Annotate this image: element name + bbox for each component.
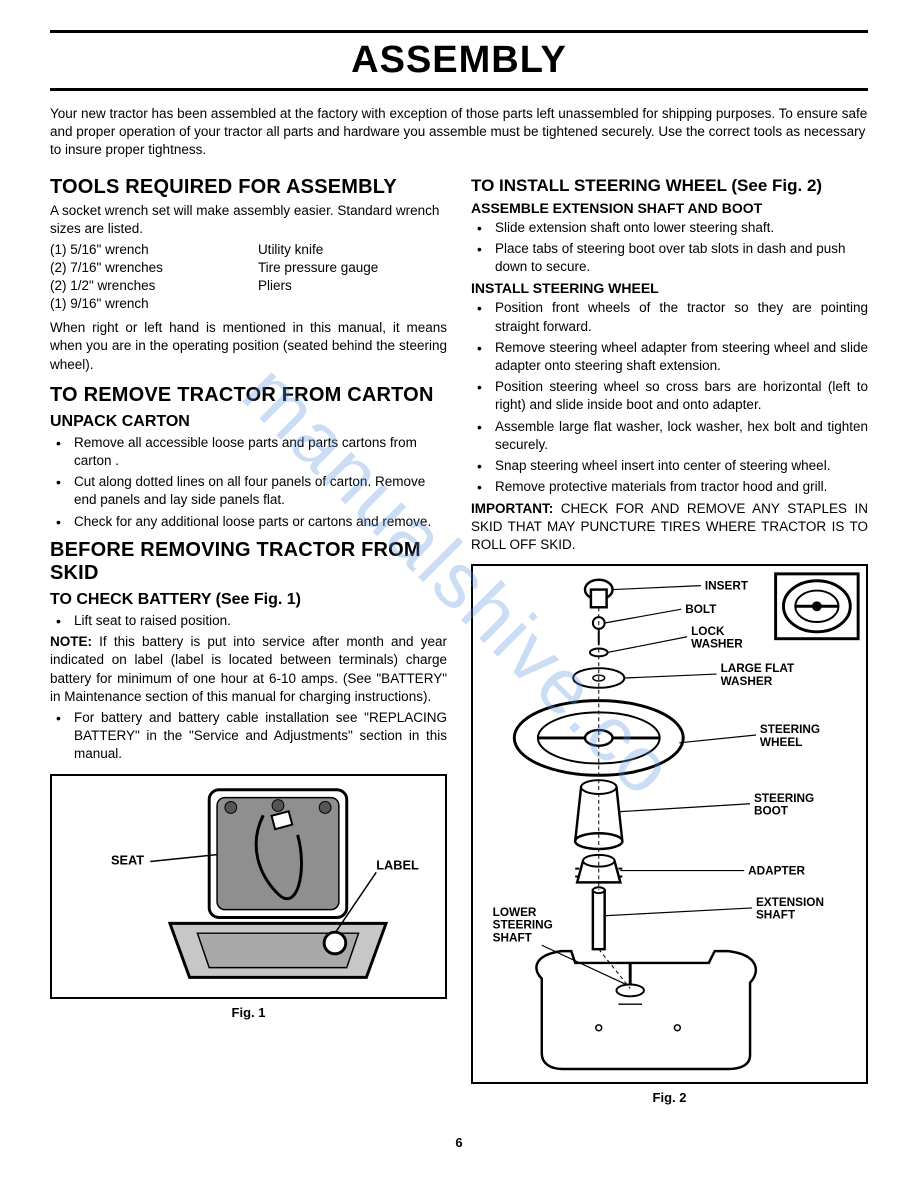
check-battery-list: Lift seat to raised position. (50, 612, 447, 630)
svg-text:LARGE FLAT: LARGE FLAT (721, 662, 795, 675)
right-column: TO INSTALL STEERING WHEEL (See Fig. 2) A… (471, 172, 868, 1105)
hand-note: When right or left hand is mentioned in … (50, 319, 447, 374)
check-battery-heading: TO CHECK BATTERY (See Fig. 1) (50, 591, 447, 609)
page-title: ASSEMBLY (50, 33, 868, 88)
svg-text:LOWER: LOWER (493, 906, 537, 919)
svg-text:STEERING: STEERING (754, 792, 814, 805)
figure-2-svg: INSERT BOLT LOCK WASHER LARGE FLAT WASHE… (473, 566, 866, 1077)
list-item: Snap steering wheel insert into center o… (471, 457, 868, 475)
unpack-heading: UNPACK CARTON (50, 413, 447, 431)
list-item: Remove protective materials from tractor… (471, 478, 868, 496)
tools-heading: TOOLS REQUIRED FOR ASSEMBLY (50, 176, 447, 199)
svg-text:WASHER: WASHER (721, 675, 773, 688)
svg-text:EXTENSION: EXTENSION (756, 896, 824, 909)
steering-heading: TO INSTALL STEERING WHEEL (See Fig. 2) (471, 176, 868, 196)
list-item: Check for any additional loose parts or … (50, 513, 447, 531)
before-heading: BEFORE REMOVING TRACTOR FROM SKID (50, 539, 447, 585)
page-number: 6 (50, 1135, 868, 1150)
figure-1-box: SEAT LABEL (50, 774, 447, 999)
install-sw-list: Position front wheels of the tractor so … (471, 299, 868, 496)
note-paragraph: NOTE: If this battery is put into servic… (50, 633, 447, 706)
svg-text:SHAFT: SHAFT (756, 909, 796, 922)
intro-paragraph: Your new tractor has been assembled at t… (50, 105, 868, 160)
svg-text:SHAFT: SHAFT (493, 931, 533, 944)
unpack-list: Remove all accessible loose parts and pa… (50, 434, 447, 531)
svg-text:WASHER: WASHER (691, 638, 743, 651)
svg-text:STEERING: STEERING (493, 919, 553, 932)
remove-heading: TO REMOVE TRACTOR FROM CARTON (50, 384, 447, 407)
list-item: Place tabs of steering boot over tab slo… (471, 240, 868, 276)
fig2-caption: Fig. 2 (471, 1090, 868, 1105)
list-item: Remove all accessible loose parts and pa… (50, 434, 447, 470)
list-item: Remove steering wheel adapter from steer… (471, 339, 868, 375)
tools-cell: Pliers (258, 278, 447, 293)
important-label: IMPORTANT: (471, 501, 553, 516)
figure-1-svg: SEAT LABEL (52, 776, 445, 992)
tools-cell: Utility knife (258, 242, 447, 257)
svg-text:ADAPTER: ADAPTER (748, 865, 805, 878)
tools-cell: (2) 7/16" wrenches (50, 260, 258, 275)
tools-table: (1) 5/16" wrench Utility knife (2) 7/16"… (50, 242, 447, 311)
list-item: Position steering wheel so cross bars ar… (471, 378, 868, 414)
list-item: Position front wheels of the tractor so … (471, 299, 868, 335)
list-item: Lift seat to raised position. (50, 612, 447, 630)
battery-cable-list: For battery and battery cable installati… (50, 709, 447, 764)
list-item: Assemble large flat washer, lock washer,… (471, 418, 868, 454)
svg-text:BOOT: BOOT (754, 805, 789, 818)
tools-cell: Tire pressure gauge (258, 260, 447, 275)
list-item: Slide extension shaft onto lower steerin… (471, 219, 868, 237)
tools-cell: (2) 1/2" wrenches (50, 278, 258, 293)
fig1-caption: Fig. 1 (50, 1005, 447, 1020)
important-paragraph: IMPORTANT: CHECK FOR AND REMOVE ANY STAP… (471, 500, 868, 555)
rule-under-title (50, 88, 868, 91)
fig1-seat-label: SEAT (111, 852, 144, 867)
list-item: Cut along dotted lines on all four panel… (50, 473, 447, 509)
svg-text:INSERT: INSERT (705, 580, 749, 593)
tools-cell (258, 296, 447, 311)
svg-text:BOLT: BOLT (685, 603, 717, 616)
tools-cell: (1) 5/16" wrench (50, 242, 258, 257)
note-text: If this battery is put into service afte… (50, 634, 447, 704)
svg-text:LOCK: LOCK (691, 625, 725, 638)
svg-text:WHEEL: WHEEL (760, 736, 802, 749)
assemble-ext-heading: ASSEMBLE EXTENSION SHAFT AND BOOT (471, 200, 868, 216)
install-sw-heading: INSTALL STEERING WHEEL (471, 280, 868, 296)
note-label: NOTE: (50, 634, 92, 649)
assemble-ext-list: Slide extension shaft onto lower steerin… (471, 219, 868, 277)
two-column-layout: TOOLS REQUIRED FOR ASSEMBLY A socket wre… (50, 172, 868, 1105)
svg-text:STEERING: STEERING (760, 723, 820, 736)
tools-cell: (1) 9/16" wrench (50, 296, 258, 311)
figure-2-box: INSERT BOLT LOCK WASHER LARGE FLAT WASHE… (471, 564, 868, 1084)
left-column: TOOLS REQUIRED FOR ASSEMBLY A socket wre… (50, 172, 447, 1105)
tools-intro: A socket wrench set will make assembly e… (50, 202, 447, 238)
fig1-label-label: LABEL (376, 857, 419, 872)
list-item: For battery and battery cable installati… (50, 709, 447, 764)
